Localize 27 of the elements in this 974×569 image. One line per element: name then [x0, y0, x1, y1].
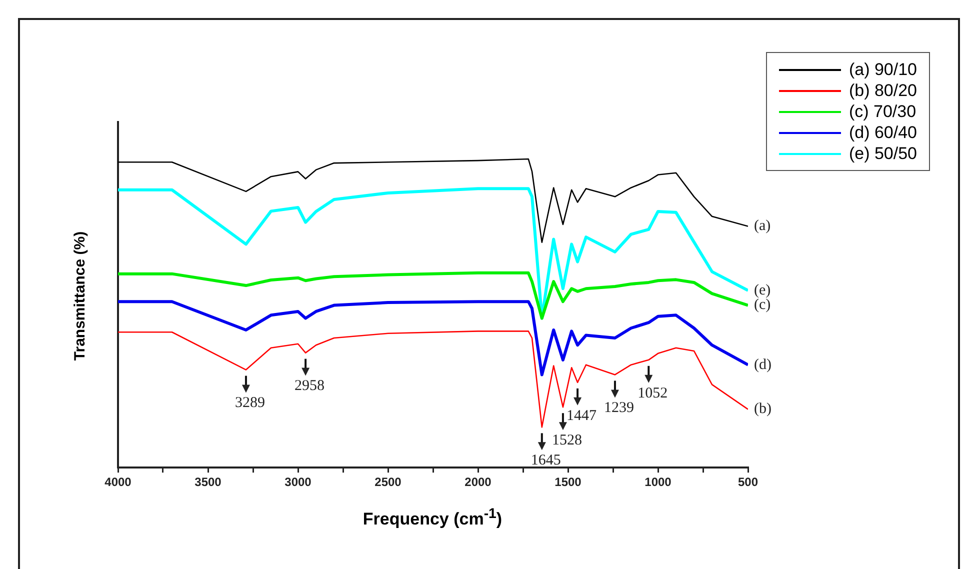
x-tick-label: 2500 [374, 475, 402, 490]
annotation: (b) [754, 401, 772, 418]
annotation: (e) [754, 282, 771, 298]
annotation: (d) [754, 356, 772, 373]
x-tick-label: 1500 [554, 475, 582, 490]
y-axis-title: Transmittance (%) [72, 231, 88, 361]
legend-label: (d) 60/40 [848, 122, 917, 142]
annotation: 1052 [638, 385, 668, 402]
legend-label: (e) 50/50 [848, 144, 917, 164]
x-tick-label: 2000 [464, 475, 492, 490]
annotation: 2958 [294, 378, 325, 394]
annotation: 1447 [566, 408, 598, 424]
x-tick-label: 3500 [194, 475, 222, 490]
x-axis-title: Frequency (cm$^{-1}$) [362, 506, 504, 530]
legend-label: (a) 90/10 [848, 60, 917, 80]
annotation: 1239 [604, 400, 634, 416]
x-tick-label: 1000 [644, 475, 672, 490]
x-tick-label: 3000 [284, 475, 312, 490]
x-tick-label: 500 [738, 475, 758, 490]
legend-label: (c) 70/30 [848, 102, 916, 122]
annotation: 1528 [552, 432, 582, 449]
x-tick-label: 4000 [104, 475, 132, 490]
legend-label: (b) 80/20 [848, 80, 917, 100]
annotation: (c) [754, 297, 771, 314]
annotation: (a) [754, 218, 771, 234]
annotation: 1645 [530, 452, 561, 469]
annotation: 3289 [234, 395, 265, 412]
